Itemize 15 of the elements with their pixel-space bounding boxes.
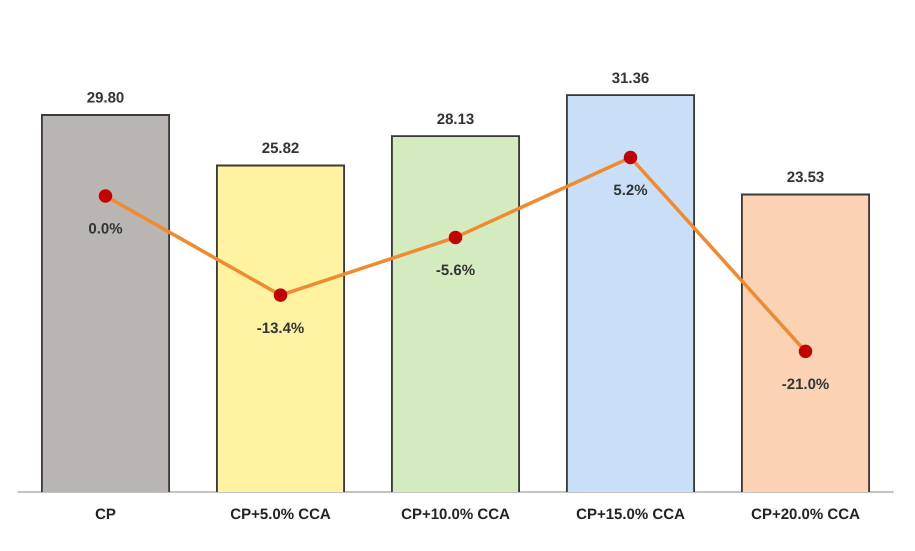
x-tick-label: CP+10.0% CCA bbox=[401, 506, 510, 524]
data-label: 5.2% bbox=[613, 182, 648, 200]
x-tick-label: CP+15.0% CCA bbox=[576, 506, 686, 524]
data-label: -5.6% bbox=[436, 262, 476, 280]
data-label: -21.0% bbox=[782, 376, 830, 394]
x-tick-label: CP bbox=[95, 506, 116, 524]
data-label: 25.82 bbox=[262, 140, 300, 158]
data-label: 31.36 bbox=[612, 70, 650, 87]
x-tick-label: CP+5.0% CCA bbox=[230, 506, 331, 524]
data-label: 0.0% bbox=[88, 220, 123, 238]
data-label: 28.13 bbox=[436, 110, 474, 128]
x-tick-label: CP+20.0% CCA bbox=[751, 506, 860, 524]
data-label: -13.4% bbox=[256, 320, 304, 337]
data-label: 29.80 bbox=[86, 90, 124, 107]
data-label: 23.53 bbox=[786, 169, 824, 186]
